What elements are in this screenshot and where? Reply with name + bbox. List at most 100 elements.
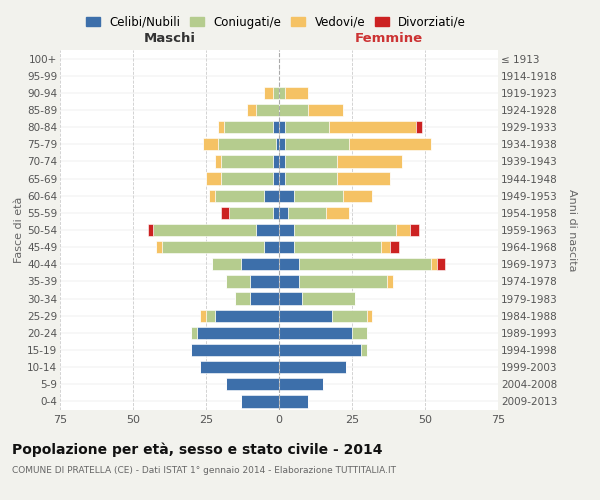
Bar: [299, 258, 431, 270]
Bar: [352, 326, 367, 339]
Bar: [285, 121, 329, 134]
Bar: [279, 121, 285, 134]
Bar: [273, 206, 279, 219]
Bar: [279, 224, 293, 236]
Bar: [235, 292, 250, 304]
Bar: [276, 138, 279, 150]
Bar: [308, 104, 343, 116]
Bar: [191, 344, 279, 356]
Bar: [265, 241, 279, 254]
Bar: [337, 172, 390, 184]
Bar: [387, 276, 393, 287]
Bar: [273, 86, 279, 99]
Bar: [200, 361, 279, 374]
Bar: [279, 344, 361, 356]
Bar: [279, 172, 285, 184]
Bar: [279, 156, 285, 168]
Bar: [148, 224, 154, 236]
Bar: [279, 292, 302, 304]
Bar: [226, 378, 279, 390]
Bar: [410, 224, 419, 236]
Y-axis label: Anni di nascita: Anni di nascita: [567, 188, 577, 271]
Bar: [154, 224, 256, 236]
Bar: [197, 326, 279, 339]
Bar: [203, 138, 218, 150]
Bar: [279, 241, 293, 254]
Bar: [226, 276, 250, 287]
Bar: [279, 190, 293, 202]
Bar: [212, 258, 241, 270]
Bar: [279, 310, 332, 322]
Bar: [279, 86, 285, 99]
Bar: [247, 104, 256, 116]
Bar: [265, 190, 279, 202]
Bar: [396, 224, 410, 236]
Bar: [381, 241, 390, 254]
Bar: [343, 190, 373, 202]
Bar: [250, 276, 279, 287]
Bar: [279, 206, 288, 219]
Bar: [279, 326, 352, 339]
Bar: [229, 206, 273, 219]
Bar: [221, 172, 273, 184]
Bar: [215, 190, 265, 202]
Bar: [265, 86, 273, 99]
Bar: [332, 310, 367, 322]
Legend: Celibi/Nubili, Coniugati/e, Vedovi/e, Divorziati/e: Celibi/Nubili, Coniugati/e, Vedovi/e, Di…: [81, 11, 471, 34]
Bar: [206, 310, 215, 322]
Bar: [279, 104, 308, 116]
Bar: [299, 276, 387, 287]
Bar: [293, 190, 343, 202]
Bar: [361, 344, 367, 356]
Y-axis label: Fasce di età: Fasce di età: [14, 197, 24, 263]
Bar: [221, 206, 229, 219]
Bar: [273, 121, 279, 134]
Bar: [279, 378, 323, 390]
Bar: [279, 396, 308, 407]
Bar: [209, 190, 215, 202]
Bar: [241, 258, 279, 270]
Bar: [157, 241, 162, 254]
Text: Femmine: Femmine: [355, 32, 422, 45]
Bar: [273, 156, 279, 168]
Bar: [218, 121, 224, 134]
Text: Popolazione per età, sesso e stato civile - 2014: Popolazione per età, sesso e stato civil…: [12, 442, 383, 457]
Bar: [224, 121, 273, 134]
Bar: [367, 310, 373, 322]
Text: Maschi: Maschi: [143, 32, 196, 45]
Bar: [285, 172, 337, 184]
Bar: [293, 224, 396, 236]
Text: COMUNE DI PRATELLA (CE) - Dati ISTAT 1° gennaio 2014 - Elaborazione TUTTITALIA.I: COMUNE DI PRATELLA (CE) - Dati ISTAT 1° …: [12, 466, 396, 475]
Bar: [218, 138, 276, 150]
Bar: [431, 258, 437, 270]
Bar: [285, 86, 308, 99]
Bar: [191, 326, 197, 339]
Bar: [279, 276, 299, 287]
Bar: [437, 258, 445, 270]
Bar: [285, 138, 349, 150]
Bar: [256, 104, 279, 116]
Bar: [285, 156, 337, 168]
Bar: [206, 172, 221, 184]
Bar: [221, 156, 273, 168]
Bar: [390, 241, 399, 254]
Bar: [241, 396, 279, 407]
Bar: [215, 310, 279, 322]
Bar: [279, 258, 299, 270]
Bar: [329, 121, 416, 134]
Bar: [349, 138, 431, 150]
Bar: [293, 241, 381, 254]
Bar: [302, 292, 355, 304]
Bar: [256, 224, 279, 236]
Bar: [326, 206, 349, 219]
Bar: [288, 206, 326, 219]
Bar: [279, 361, 346, 374]
Bar: [250, 292, 279, 304]
Bar: [273, 172, 279, 184]
Bar: [215, 156, 221, 168]
Bar: [416, 121, 422, 134]
Bar: [279, 138, 285, 150]
Bar: [162, 241, 265, 254]
Bar: [337, 156, 401, 168]
Bar: [200, 310, 206, 322]
